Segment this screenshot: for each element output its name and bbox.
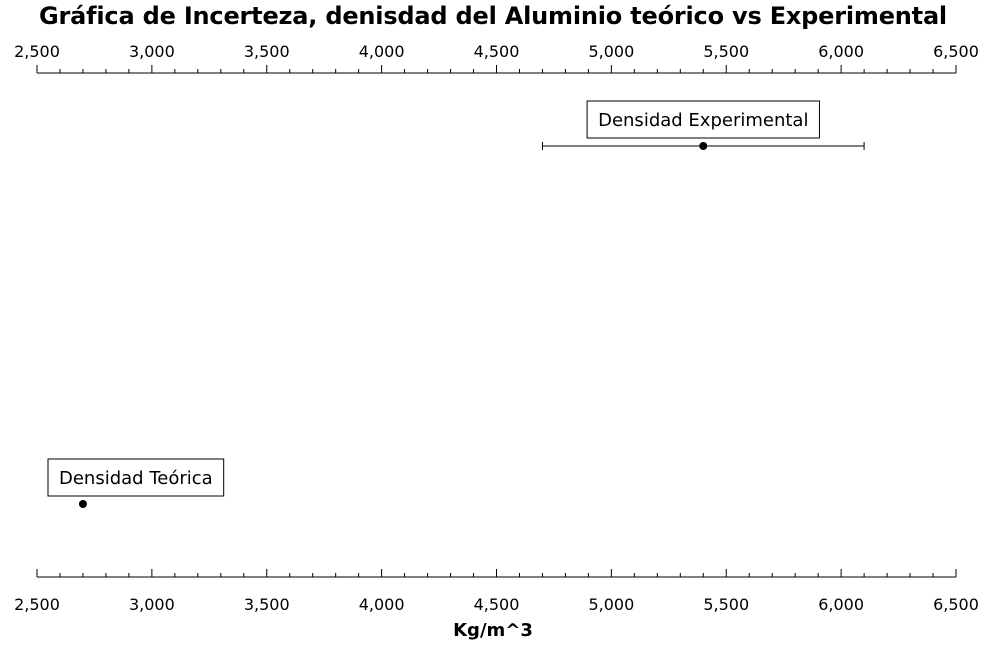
data-point-label: Densidad Experimental — [586, 100, 820, 139]
data-point-marker — [78, 500, 87, 508]
top-tick-label: 5,000 — [588, 42, 634, 61]
top-tick-label: 5,500 — [703, 42, 749, 61]
top-tick-label: 3,000 — [129, 42, 175, 61]
bottom-tick-label: 3,000 — [129, 595, 175, 614]
data-point-label-text: Densidad Experimental — [598, 110, 808, 131]
data-point-label: Densidad Teórica — [47, 458, 225, 497]
data-point-group: Densidad Teórica — [47, 458, 225, 508]
bottom-tick-label: 2,500 — [14, 595, 60, 614]
bottom-tick-label: 4,000 — [359, 595, 405, 614]
top-tick-label: 2,500 — [14, 42, 60, 61]
data-point-group: Densidad Experimental — [541, 100, 865, 150]
top-tick-label: 4,500 — [474, 42, 520, 61]
bottom-tick-label: 5,500 — [703, 595, 749, 614]
top-tick-label: 3,500 — [244, 42, 290, 61]
data-point-label-box — [586, 100, 820, 139]
bottom-x-axis: 2,500 3,000 3,500 4,000 4,500 5,000 5,500 6,000… — [14, 569, 979, 614]
data-point-marker — [699, 142, 708, 150]
top-x-axis: 2,500 3,000 3,500 4,000 4,500 5,000 5,500 6,000… — [14, 42, 979, 74]
top-tick-label: 6,000 — [818, 42, 864, 61]
data-points: Densidad Experimental Densidad Teórica — [47, 100, 865, 508]
bottom-tick-label: 4,500 — [474, 595, 520, 614]
top-tick-label: 4,000 — [359, 42, 405, 61]
bottom-tick-label: 5,000 — [588, 595, 634, 614]
x-axis-label: Kg/m^3 — [453, 620, 533, 641]
data-point-label-box — [47, 458, 225, 497]
top-tick-label: 6,500 — [933, 42, 979, 61]
data-point-label-text: Densidad Teórica — [59, 468, 213, 489]
bottom-tick-label: 6,500 — [933, 595, 979, 614]
bottom-tick-label: 6,000 — [818, 595, 864, 614]
bottom-tick-label: 3,500 — [244, 595, 290, 614]
chart-title: Gráfica de Incerteza, denisdad del Alumi… — [39, 2, 947, 30]
